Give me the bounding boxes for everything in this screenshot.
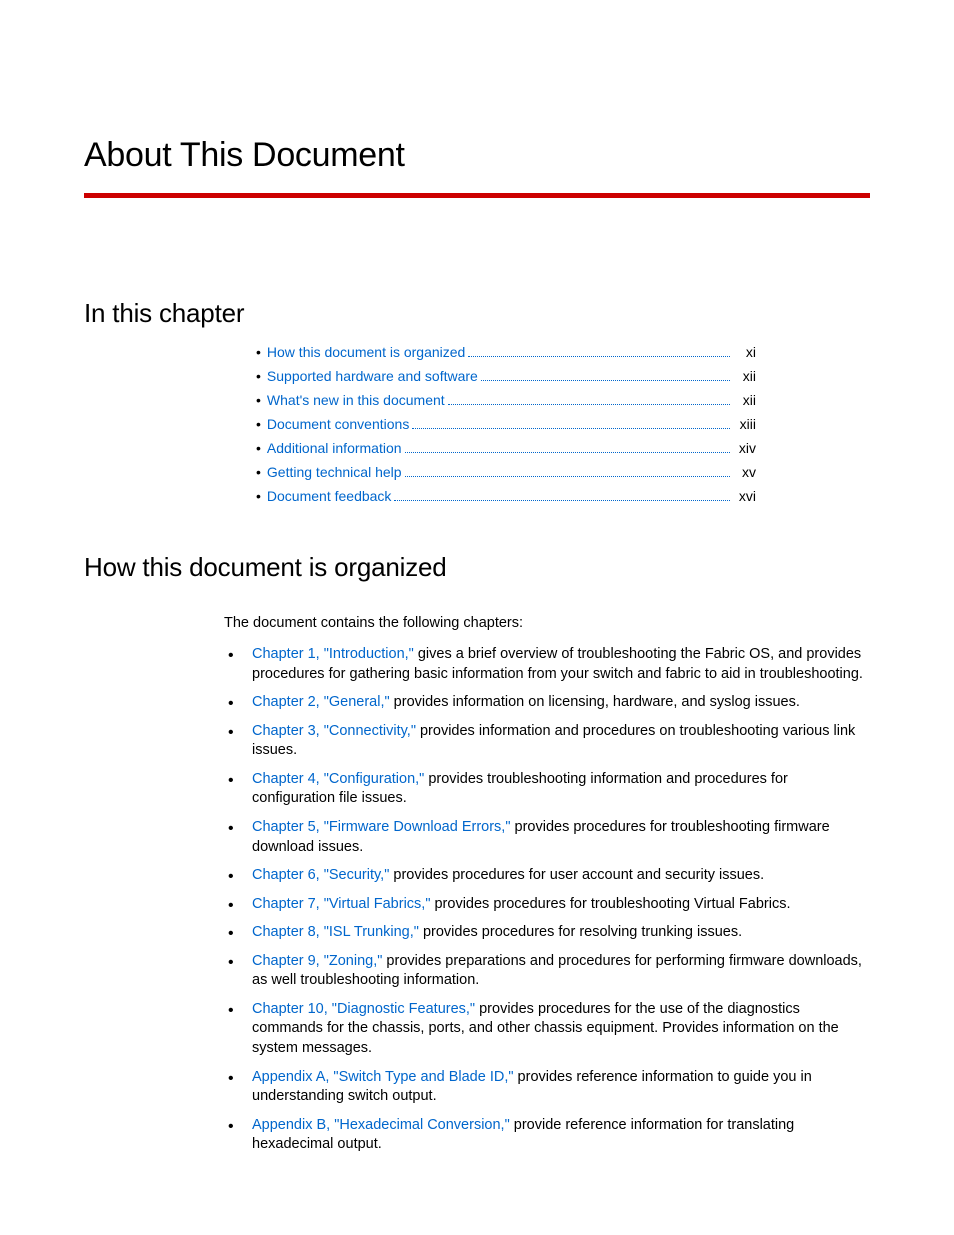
bullet-icon: • <box>256 465 261 479</box>
bullet-icon: • <box>256 393 261 407</box>
section-heading-how-organized: How this document is organized <box>84 552 870 583</box>
toc-page: xv <box>734 465 756 479</box>
document-page: About This Document In this chapter • Ho… <box>0 0 954 1204</box>
bullet-icon: • <box>256 417 261 431</box>
chapter-item: Chapter 1, "Introduction," gives a brief… <box>224 645 870 684</box>
chapter-link[interactable]: Chapter 9, "Zoning," <box>252 953 382 969</box>
chapter-link[interactable]: Chapter 7, "Virtual Fabrics," <box>252 896 430 912</box>
chapter-link[interactable]: Chapter 2, "General," <box>252 694 390 710</box>
chapter-item: Chapter 10, "Diagnostic Features," provi… <box>224 1000 870 1059</box>
toc-item: • How this document is organized xi <box>256 345 756 360</box>
toc-item: • Document conventions xiii <box>256 417 756 432</box>
toc-link[interactable]: Document conventions <box>267 417 409 431</box>
toc-link[interactable]: What's new in this document <box>267 393 445 407</box>
section-heading-in-this-chapter: In this chapter <box>84 298 870 329</box>
chapter-item: Appendix A, "Switch Type and Blade ID," … <box>224 1068 870 1107</box>
chapter-link[interactable]: Appendix B, "Hexadecimal Conversion," <box>252 1117 510 1133</box>
toc-leader <box>412 428 730 429</box>
toc-item: • Additional information xiv <box>256 441 756 456</box>
chapter-item: Chapter 8, "ISL Trunking," provides proc… <box>224 923 870 943</box>
toc-leader <box>405 452 730 453</box>
chapter-item: Chapter 2, "General," provides informati… <box>224 693 870 713</box>
toc-leader <box>394 500 730 501</box>
toc-leader <box>468 356 730 357</box>
chapter-link[interactable]: Chapter 8, "ISL Trunking," <box>252 924 419 940</box>
bullet-icon: • <box>256 489 261 503</box>
chapter-desc: provides procedures for troubleshooting … <box>430 896 790 912</box>
toc-page: xii <box>734 393 756 407</box>
toc-page: xi <box>734 345 756 359</box>
chapter-link[interactable]: Chapter 1, "Introduction," <box>252 646 414 662</box>
toc-link[interactable]: Supported hardware and software <box>267 369 478 383</box>
chapter-desc: provides procedures for resolving trunki… <box>419 924 742 940</box>
toc-leader <box>481 380 730 381</box>
intro-text: The document contains the following chap… <box>224 615 870 631</box>
toc-page: xiv <box>734 441 756 455</box>
chapter-link[interactable]: Chapter 6, "Security," <box>252 867 389 883</box>
toc-item: • Getting technical help xv <box>256 465 756 480</box>
bullet-icon: • <box>256 345 261 359</box>
chapter-desc: provides information on licensing, hardw… <box>390 694 800 710</box>
chapter-link[interactable]: Chapter 5, "Firmware Download Errors," <box>252 819 511 835</box>
toc-link[interactable]: How this document is organized <box>267 345 465 359</box>
chapter-item: Chapter 4, "Configuration," provides tro… <box>224 770 870 809</box>
chapter-link[interactable]: Chapter 10, "Diagnostic Features," <box>252 1001 475 1017</box>
toc-list: • How this document is organized xi • Su… <box>256 345 756 504</box>
chapter-item: Chapter 6, "Security," provides procedur… <box>224 866 870 886</box>
toc-page: xiii <box>734 417 756 431</box>
toc-link[interactable]: Additional information <box>267 441 402 455</box>
title-rule <box>84 193 870 198</box>
bullet-icon: • <box>256 441 261 455</box>
bullet-icon: • <box>256 369 261 383</box>
chapter-list: Chapter 1, "Introduction," gives a brief… <box>224 645 870 1155</box>
chapter-item: Appendix B, "Hexadecimal Conversion," pr… <box>224 1116 870 1155</box>
page-title: About This Document <box>84 136 870 175</box>
chapter-item: Chapter 5, "Firmware Download Errors," p… <box>224 818 870 857</box>
chapter-item: Chapter 7, "Virtual Fabrics," provides p… <box>224 895 870 915</box>
toc-leader <box>448 404 730 405</box>
toc-page: xvi <box>734 489 756 503</box>
toc-item: • What's new in this document xii <box>256 393 756 408</box>
toc-item: • Document feedback xvi <box>256 489 756 504</box>
toc-item: • Supported hardware and software xii <box>256 369 756 384</box>
toc-link[interactable]: Getting technical help <box>267 465 402 479</box>
chapter-link[interactable]: Appendix A, "Switch Type and Blade ID," <box>252 1069 514 1085</box>
chapter-item: Chapter 3, "Connectivity," provides info… <box>224 722 870 761</box>
toc-page: xii <box>734 369 756 383</box>
chapter-desc: provides procedures for user account and… <box>389 867 764 883</box>
chapter-link[interactable]: Chapter 3, "Connectivity," <box>252 723 416 739</box>
chapter-item: Chapter 9, "Zoning," provides preparatio… <box>224 952 870 991</box>
toc-link[interactable]: Document feedback <box>267 489 392 503</box>
chapter-link[interactable]: Chapter 4, "Configuration," <box>252 771 424 787</box>
toc-leader <box>405 476 730 477</box>
